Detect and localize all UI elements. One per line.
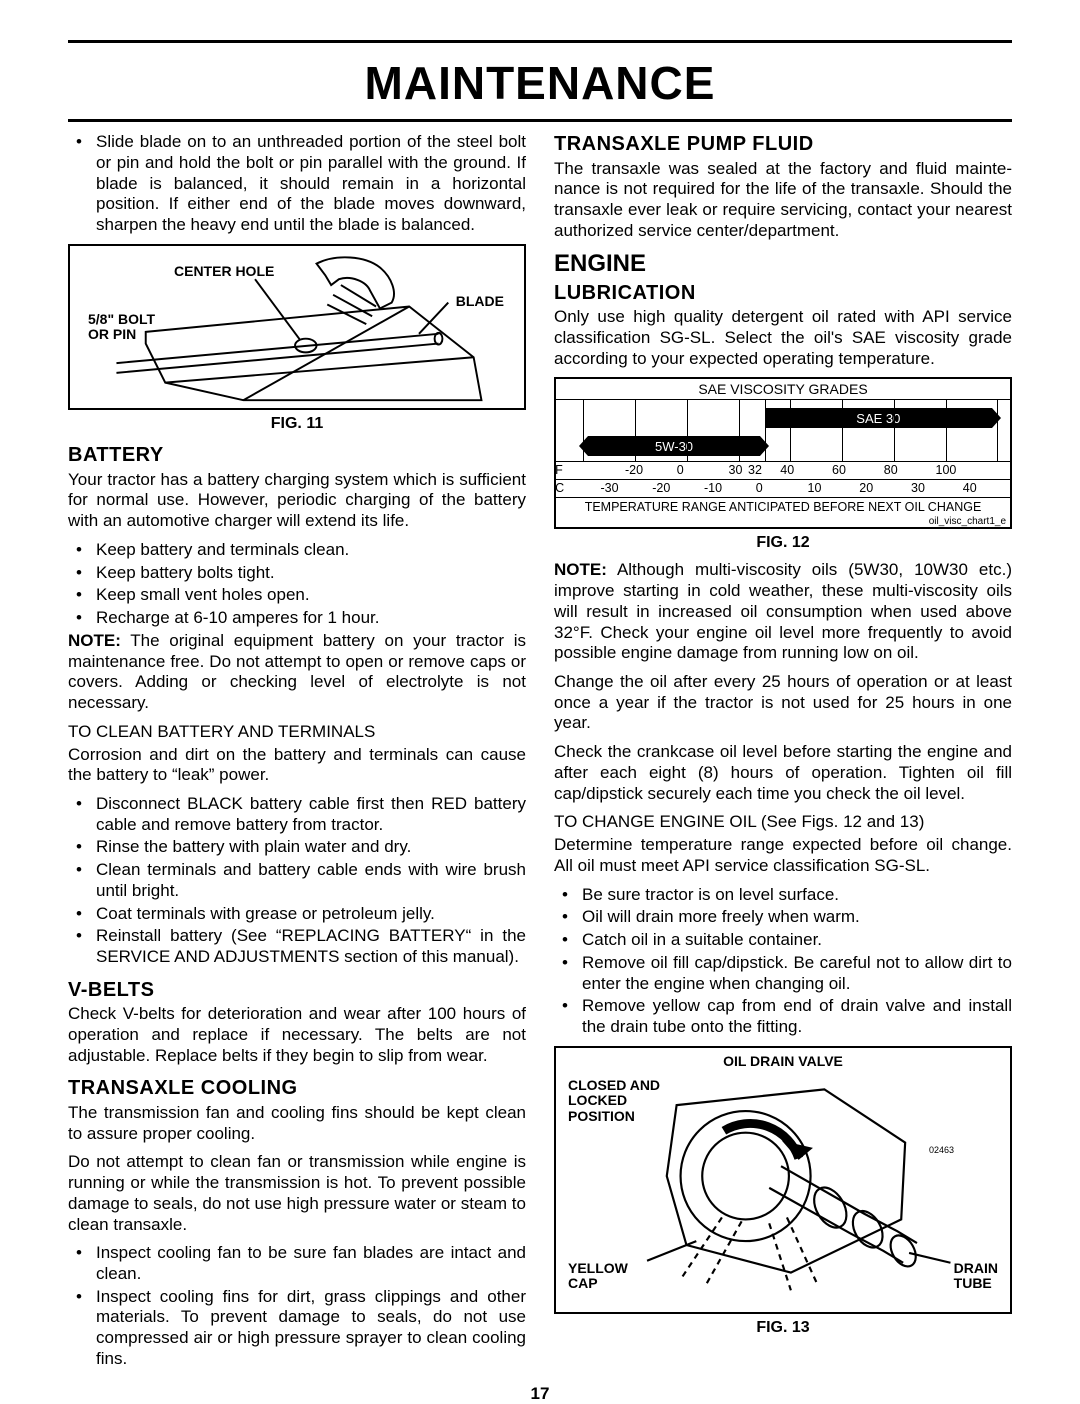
- label-bolt: 5/8" BOLT OR PIN: [88, 312, 155, 343]
- page-number: 17: [68, 1384, 1012, 1404]
- battery-p1: Your tractor has a battery charging syst…: [68, 470, 526, 532]
- label-yellow-cap: YELLOW CAP: [568, 1261, 628, 1292]
- battery-note-text: The original equipment battery on your t…: [68, 631, 526, 712]
- list-item: Keep battery bolts tight.: [96, 563, 526, 584]
- fig12-caption: FIG. 12: [554, 533, 1012, 553]
- top-rule: [68, 40, 1012, 43]
- list-item: Inspect cooling fan to be sure fan blade…: [96, 1243, 526, 1284]
- figure-13: OIL DRAIN VALVE CLOSED AND LOCKED POSITI…: [554, 1046, 1012, 1314]
- oil-bullets: Be sure tractor is on level surface.Oil …: [554, 885, 1012, 1038]
- list-item: Keep battery and terminals clean.: [96, 540, 526, 561]
- list-item: Remove yellow cap from end of drain valv…: [582, 996, 1012, 1037]
- left-column: Slide blade on to an unthreaded portion …: [68, 132, 526, 1372]
- fig12-foot: TEMPERATURE RANGE ANTICIPATED BEFORE NEX…: [556, 498, 1010, 517]
- list-item: Keep small vent holes open.: [96, 585, 526, 606]
- list-item: Oil will drain more freely when warm.: [582, 907, 1012, 928]
- cooling-p1: The transmission fan and cooling fins sh…: [68, 1103, 526, 1144]
- p-det: Determine temperature range expected bef…: [554, 835, 1012, 876]
- label-partno: 02463: [929, 1146, 954, 1156]
- label-drain-tube: DRAIN TUBE: [954, 1261, 998, 1292]
- fig12-f-scale: F-2003032406080100: [556, 462, 1010, 480]
- list-item: Catch oil in a suitable container.: [582, 930, 1012, 951]
- p-change: Change the oil after every 25 hours of o…: [554, 672, 1012, 734]
- cooling-heading: TRANSAXLE COOLING: [68, 1076, 526, 1100]
- intro-list: Slide blade on to an unthreaded portion …: [68, 132, 526, 236]
- right-column: TRANSAXLE PUMP FLUID The transaxle was s…: [554, 132, 1012, 1372]
- battery-subhead: TO CLEAN BATTERY AND TERMINALS: [68, 722, 526, 743]
- fig12-title: SAE VISCOSITY GRADES: [556, 379, 1010, 400]
- vbelts-heading: V-BELTS: [68, 978, 526, 1002]
- list-item: Be sure tractor is on level surface.: [582, 885, 1012, 906]
- pump-heading: TRANSAXLE PUMP FLUID: [554, 132, 1012, 156]
- list-item: Inspect cooling fins for dirt, grass cli…: [96, 1287, 526, 1370]
- fig11-caption: FIG. 11: [68, 414, 526, 434]
- figure-12: SAE VISCOSITY GRADES SAE 30 5W-30 F-2003…: [554, 377, 1012, 529]
- battery-heading: BATTERY: [68, 443, 526, 467]
- list-item: Recharge at 6-10 amperes for 1 hour.: [96, 608, 526, 629]
- fig13-caption: FIG. 13: [554, 1318, 1012, 1338]
- title-rule: [68, 119, 1012, 122]
- engine-heading: ENGINE: [554, 249, 1012, 278]
- list-item: Disconnect BLACK battery cable first the…: [96, 794, 526, 835]
- label-closed: CLOSED AND LOCKED POSITION: [568, 1078, 660, 1124]
- lubrication-p: Only use high quality detergent oil rate…: [554, 307, 1012, 369]
- p-check: Check the crankcase oil level before sta…: [554, 742, 1012, 804]
- oil-note: NOTE: Although multi-viscosity oils (5W3…: [554, 560, 1012, 664]
- list-item: Rinse the battery with plain water and d…: [96, 837, 526, 858]
- two-column-layout: Slide blade on to an unthreaded portion …: [68, 132, 1012, 1372]
- label-oil-drain: OIL DRAIN VALVE: [556, 1054, 1010, 1069]
- list-item: Coat terminals with grease or petroleum …: [96, 904, 526, 925]
- battery-bullets: Keep battery and terminals clean.Keep ba…: [68, 540, 526, 629]
- pump-p: The transaxle was sealed at the factory …: [554, 159, 1012, 242]
- battery-p2: Corrosion and dirt on the battery and te…: [68, 745, 526, 786]
- vbelts-p: Check V-belts for deterioration and wear…: [68, 1004, 526, 1066]
- cooling-bullets: Inspect cooling fan to be sure fan blade…: [68, 1243, 526, 1369]
- page-title: MAINTENANCE: [68, 55, 1012, 111]
- figure-11: CENTER HOLE BLADE 5/8" BOLT OR PIN: [68, 244, 526, 410]
- battery-bullets2: Disconnect BLACK battery cable first the…: [68, 794, 526, 968]
- list-item: Remove oil fill cap/dipstick. Be careful…: [582, 953, 1012, 994]
- battery-note: NOTE: The original equipment battery on …: [68, 631, 526, 714]
- intro-bullet: Slide blade on to an unthreaded portion …: [96, 132, 526, 236]
- oil-note-text: Although multi-viscosity oils (5W30, 10W…: [554, 560, 1012, 662]
- list-item: Reinstall battery (See “REPLACING BATTER…: [96, 926, 526, 967]
- list-item: Clean terminals and battery cable ends w…: [96, 860, 526, 901]
- fig12-sub: oil_visc_chart1_e: [556, 517, 1010, 527]
- fig12-bars: SAE 30 5W-30: [556, 400, 1010, 462]
- label-blade: BLADE: [456, 294, 504, 309]
- bar-5w30: 5W-30: [588, 436, 761, 456]
- fig12-c-scale: C-30-20-10010203040: [556, 480, 1010, 498]
- lubrication-heading: LUBRICATION: [554, 281, 1012, 305]
- cooling-p2: Do not attempt to clean fan or transmiss…: [68, 1152, 526, 1235]
- bar-sae30: SAE 30: [765, 408, 992, 428]
- label-center-hole: CENTER HOLE: [174, 264, 274, 279]
- change-oil-subhead: TO CHANGE ENGINE OIL (See Figs. 12 and 1…: [554, 812, 1012, 833]
